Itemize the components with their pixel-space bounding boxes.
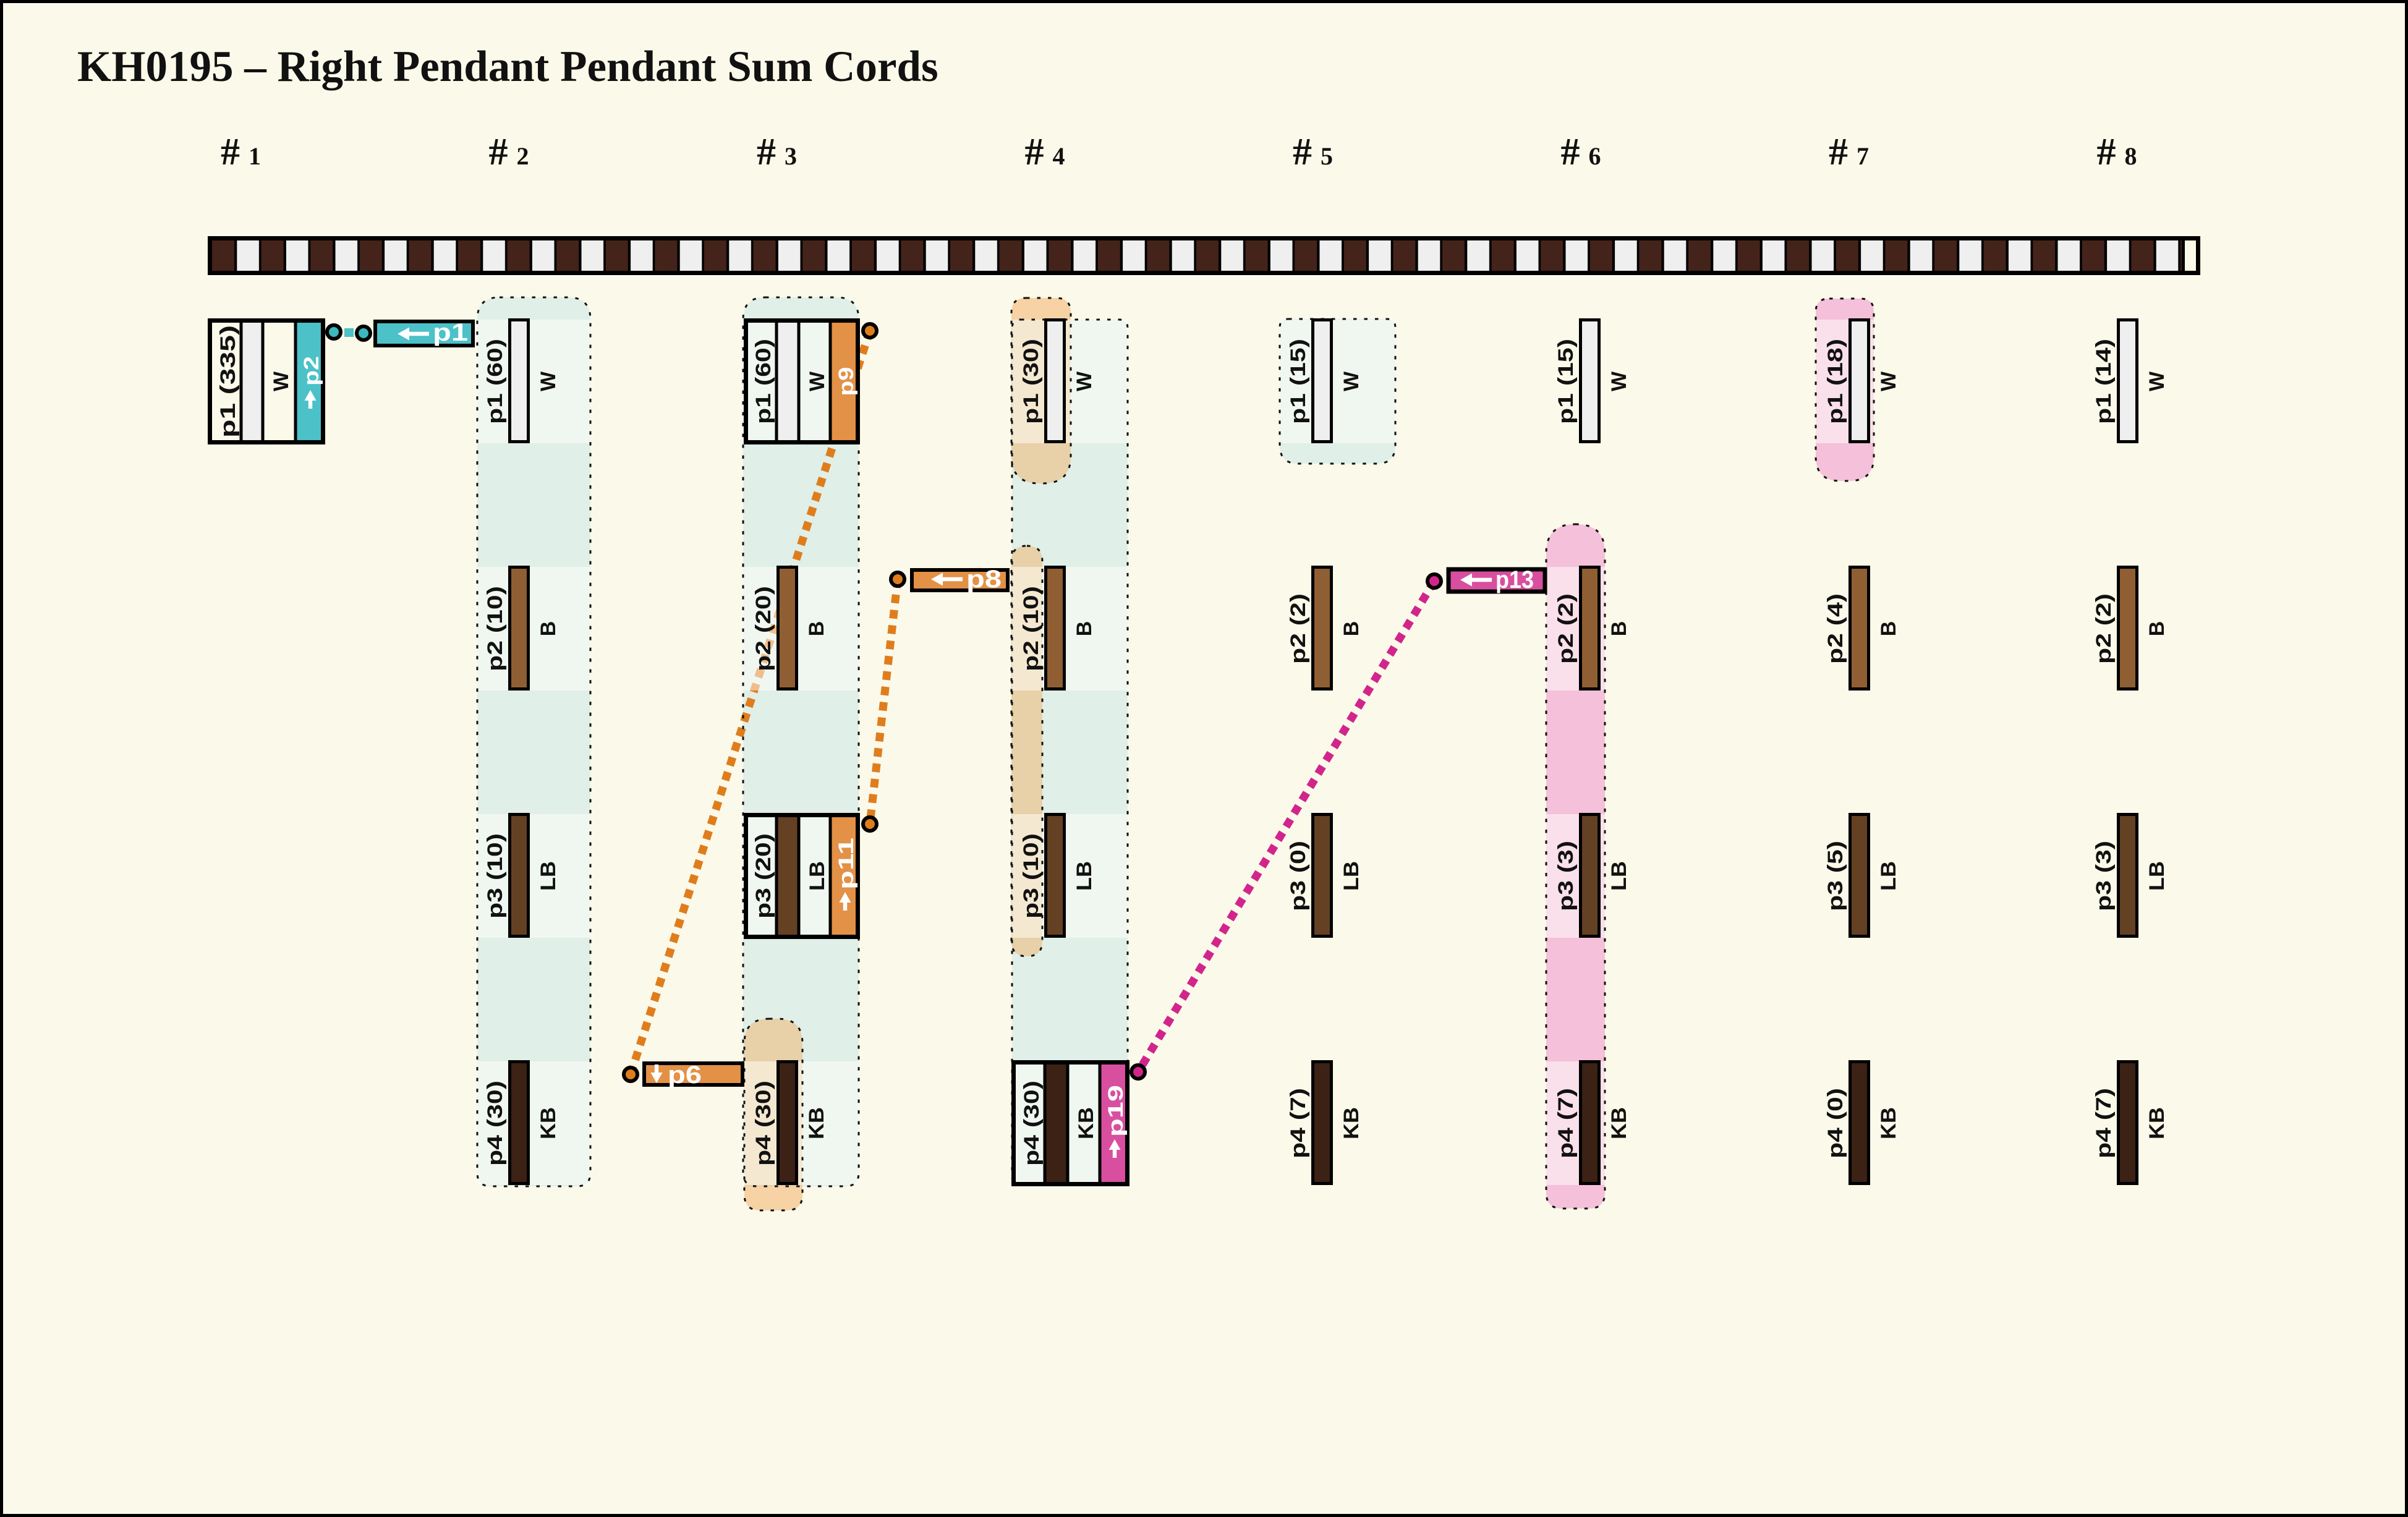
svg-text:p3 (10): p3 (10)	[1019, 833, 1043, 919]
svg-text:p9: p9	[835, 367, 858, 396]
svg-text:KB: KB	[1607, 1107, 1631, 1139]
svg-text:KB: KB	[1074, 1107, 1098, 1139]
svg-text:KH0195 – Right Pendant Pendant: KH0195 – Right Pendant Pendant Sum Cords	[77, 43, 938, 91]
svg-text:p4 (0): p4 (0)	[1824, 1088, 1847, 1158]
svg-text:#5: #5	[1293, 131, 1333, 173]
svg-text:p2 (2): p2 (2)	[2092, 593, 2116, 664]
svg-text:p2 (4): p2 (4)	[1824, 593, 1847, 664]
svg-text:B: B	[2145, 621, 2169, 637]
svg-text:p4 (30): p4 (30)	[1020, 1081, 1044, 1166]
svg-text:p4 (7): p4 (7)	[2092, 1088, 2116, 1158]
svg-text:p3 (20): p3 (20)	[752, 833, 775, 919]
svg-text:W: W	[270, 371, 293, 391]
svg-text:p1 (15): p1 (15)	[1554, 339, 1578, 424]
svg-text:p1: p1	[433, 319, 468, 346]
svg-text:B: B	[537, 621, 560, 637]
svg-text:W: W	[1607, 371, 1631, 391]
svg-text:#1: #1	[221, 131, 261, 173]
svg-text:p11: p11	[835, 838, 858, 890]
svg-text:#7: #7	[1829, 131, 1869, 173]
svg-text:p3 (10): p3 (10)	[483, 833, 507, 919]
svg-text:p3 (0): p3 (0)	[1287, 841, 1310, 911]
svg-text:p2 (20): p2 (20)	[752, 586, 775, 671]
svg-text:W: W	[537, 371, 560, 391]
svg-text:W: W	[806, 371, 829, 391]
svg-text:p1 (30): p1 (30)	[1019, 339, 1043, 424]
svg-text:p2 (10): p2 (10)	[483, 586, 507, 671]
svg-text:p1 (335): p1 (335)	[216, 325, 240, 438]
svg-text:p2 (2): p2 (2)	[1287, 593, 1310, 664]
svg-text:KB: KB	[1340, 1107, 1363, 1139]
svg-text:p4 (30): p4 (30)	[483, 1081, 507, 1166]
svg-text:p19: p19	[1104, 1085, 1128, 1137]
svg-text:p4 (30): p4 (30)	[752, 1081, 775, 1166]
svg-text:p6: p6	[668, 1061, 702, 1089]
svg-text:p13: p13	[1495, 566, 1534, 593]
svg-text:#4: #4	[1025, 131, 1065, 173]
svg-text:B: B	[1073, 621, 1096, 637]
svg-text:p3 (3): p3 (3)	[2092, 841, 2116, 911]
svg-text:#8: #8	[2097, 131, 2137, 173]
svg-text:p2 (10): p2 (10)	[1019, 586, 1043, 671]
svg-text:p1 (18): p1 (18)	[1824, 339, 1847, 424]
svg-text:LB: LB	[1877, 861, 1900, 891]
svg-text:W: W	[1877, 371, 1900, 391]
svg-text:p1 (60): p1 (60)	[483, 339, 507, 424]
svg-text:#2: #2	[489, 131, 529, 173]
svg-text:LB: LB	[537, 861, 560, 891]
svg-text:KB: KB	[2145, 1107, 2169, 1139]
svg-text:B: B	[1340, 621, 1363, 637]
svg-text:LB: LB	[1073, 861, 1096, 891]
svg-text:B: B	[805, 621, 828, 637]
svg-text:B: B	[1877, 621, 1900, 637]
svg-text:LB: LB	[2145, 861, 2169, 891]
svg-text:LB: LB	[1607, 861, 1631, 891]
svg-text:W: W	[2145, 371, 2169, 391]
svg-text:p4 (7): p4 (7)	[1287, 1088, 1310, 1158]
svg-text:p3 (3): p3 (3)	[1554, 841, 1578, 911]
svg-text:KB: KB	[537, 1107, 560, 1139]
svg-text:W: W	[1073, 371, 1096, 391]
svg-text:p4 (7): p4 (7)	[1554, 1088, 1578, 1158]
svg-text:LB: LB	[1340, 861, 1363, 891]
svg-text:p2: p2	[300, 356, 323, 386]
svg-text:LB: LB	[806, 861, 829, 891]
svg-text:KB: KB	[1877, 1107, 1900, 1139]
svg-text:KB: KB	[805, 1107, 828, 1139]
svg-text:p2 (2): p2 (2)	[1554, 593, 1578, 664]
svg-text:#3: #3	[757, 131, 797, 173]
svg-text:B: B	[1607, 621, 1631, 637]
svg-text:#6: #6	[1561, 131, 1601, 173]
svg-text:p1 (15): p1 (15)	[1287, 339, 1310, 424]
svg-text:W: W	[1340, 371, 1363, 391]
svg-text:p8: p8	[966, 566, 1002, 593]
svg-text:p1 (14): p1 (14)	[2092, 339, 2116, 424]
svg-text:p1 (60): p1 (60)	[752, 339, 775, 424]
svg-text:p3 (5): p3 (5)	[1824, 841, 1847, 911]
